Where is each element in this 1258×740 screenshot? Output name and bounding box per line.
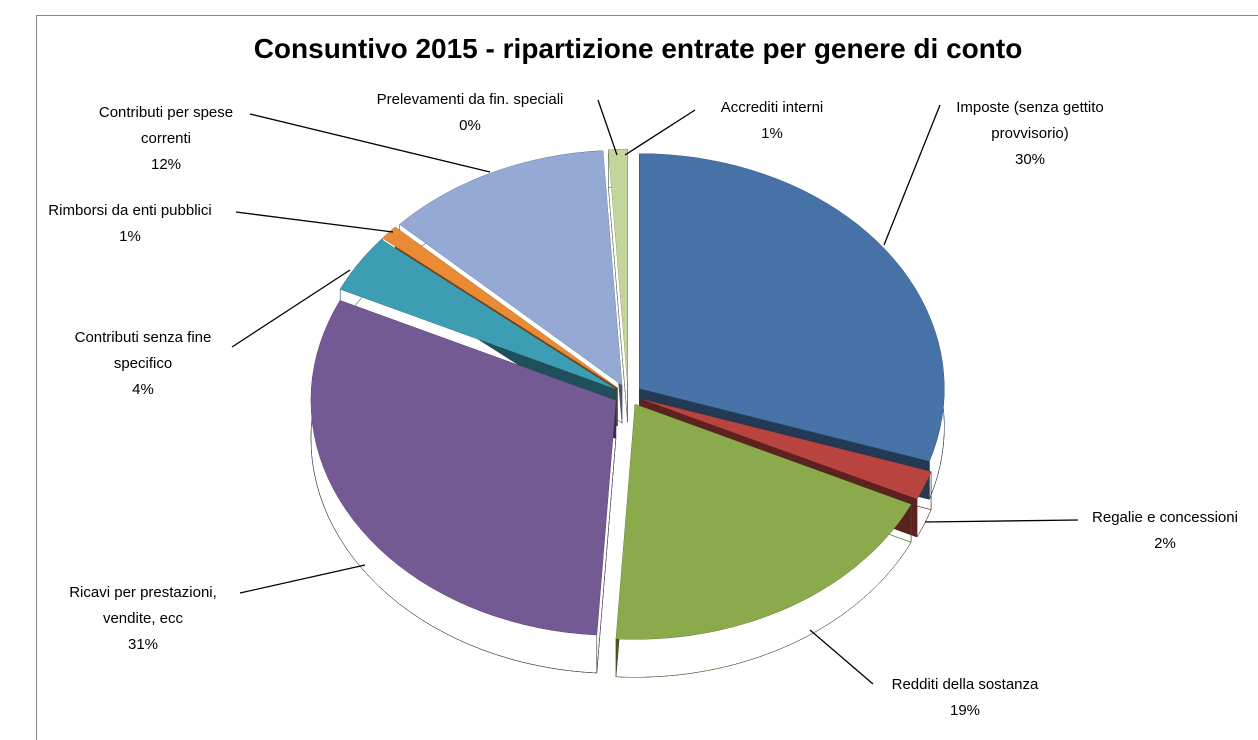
category-label: Ricavi per prestazioni, vendite, ecc bbox=[69, 584, 217, 627]
data-label: Ricavi per prestazioni, vendite, ecc 31% bbox=[53, 580, 233, 658]
data-label: Rimborsi da enti pubblici 1% bbox=[10, 198, 250, 250]
slice bbox=[639, 153, 945, 462]
category-label: Accrediti interni bbox=[720, 99, 824, 116]
leader-line bbox=[239, 564, 366, 594]
value-label: 1% bbox=[761, 125, 783, 142]
value-label: 0% bbox=[459, 117, 481, 134]
data-label: Contributi per spese correnti 12% bbox=[86, 100, 246, 178]
data-label: Regalie e concessioni 2% bbox=[1075, 505, 1255, 557]
category-label: Redditi della sostanza bbox=[891, 676, 1039, 693]
value-label: 4% bbox=[132, 381, 154, 398]
data-label: Imposte (senza gettito provvisorio) 30% bbox=[943, 95, 1118, 173]
leader-line bbox=[809, 629, 874, 685]
leader-line bbox=[883, 104, 941, 246]
slice bbox=[399, 150, 623, 386]
value-label: 31% bbox=[127, 636, 159, 653]
value-label: 1% bbox=[119, 228, 141, 245]
leader-line bbox=[231, 269, 351, 348]
category-label: Contributi senza fine specifico bbox=[74, 329, 212, 372]
category-label: Regalie e concessioni bbox=[1092, 509, 1238, 526]
value-label: 12% bbox=[150, 156, 182, 173]
leader-line bbox=[597, 99, 618, 156]
data-label: Prelevamenti da fin. speciali 0% bbox=[340, 87, 600, 139]
slice bbox=[608, 149, 628, 385]
leader-line bbox=[235, 211, 394, 233]
slice-tops bbox=[310, 149, 945, 640]
category-label: Rimborsi da enti pubblici bbox=[48, 202, 212, 219]
value-label: 2% bbox=[1154, 535, 1176, 552]
leader-line bbox=[924, 519, 1079, 523]
slice bbox=[382, 226, 618, 388]
leader-line bbox=[249, 113, 491, 173]
slice bbox=[340, 239, 617, 390]
chart-title: Consuntivo 2015 - ripartizione entrate p… bbox=[254, 33, 1023, 64]
data-label: Contributi senza fine specifico 4% bbox=[68, 325, 218, 403]
value-label: 19% bbox=[949, 702, 981, 719]
category-label: Contributi per spese correnti bbox=[98, 104, 234, 147]
category-label: Prelevamenti da fin. speciali bbox=[376, 91, 564, 108]
slice bbox=[641, 398, 932, 500]
value-label: 30% bbox=[1014, 151, 1046, 168]
data-label: Redditi della sostanza 19% bbox=[865, 672, 1065, 724]
leader-line bbox=[624, 109, 696, 156]
data-label: Accrediti interni 1% bbox=[697, 95, 847, 147]
slice bbox=[310, 300, 616, 636]
category-label: Imposte (senza gettito provvisorio) bbox=[956, 99, 1104, 142]
slice bbox=[615, 404, 912, 640]
